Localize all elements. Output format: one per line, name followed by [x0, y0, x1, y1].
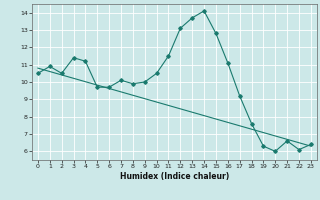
X-axis label: Humidex (Indice chaleur): Humidex (Indice chaleur) — [120, 172, 229, 181]
